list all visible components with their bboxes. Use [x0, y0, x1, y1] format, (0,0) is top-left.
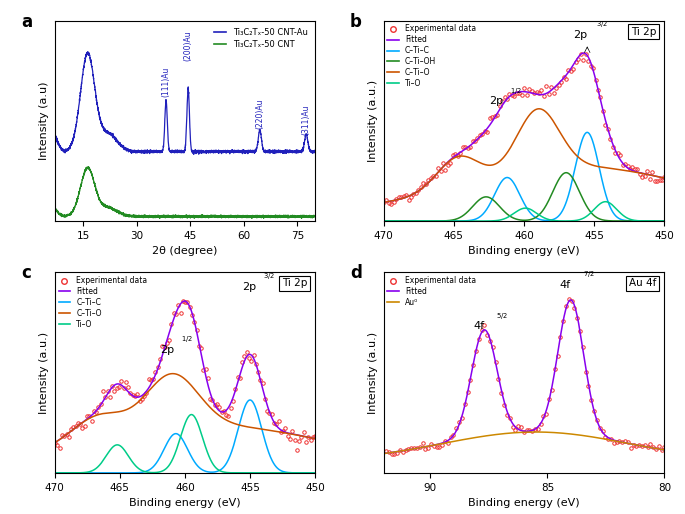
Text: $_{7/2}$: $_{7/2}$	[582, 269, 595, 280]
X-axis label: Binding energy (eV): Binding energy (eV)	[129, 498, 240, 508]
Text: $_{1/2}$: $_{1/2}$	[181, 334, 193, 345]
Text: 2p: 2p	[242, 282, 257, 291]
Legend: Experimental data, Fitted, C–Ti–C, C–Ti–O, Ti–O: Experimental data, Fitted, C–Ti–C, C–Ti–…	[59, 276, 147, 329]
Text: (311)Au: (311)Au	[301, 104, 311, 135]
Text: b: b	[350, 12, 362, 30]
Text: (220)Au: (220)Au	[256, 98, 264, 128]
Text: Au 4f: Au 4f	[629, 279, 656, 288]
Text: $_{3/2}$: $_{3/2}$	[263, 271, 275, 282]
X-axis label: 2θ (degree): 2θ (degree)	[152, 246, 218, 256]
X-axis label: Binding energy (eV): Binding energy (eV)	[469, 498, 580, 508]
Y-axis label: Intensity (a.u.): Intensity (a.u.)	[39, 332, 49, 414]
Text: 4f: 4f	[473, 321, 484, 332]
Text: a: a	[21, 12, 32, 30]
Text: (200)Au: (200)Au	[184, 31, 192, 61]
Text: Ti 2p: Ti 2p	[631, 27, 656, 36]
Y-axis label: Intensity (a.u.): Intensity (a.u.)	[368, 80, 378, 162]
Text: d: d	[350, 264, 362, 282]
Text: 2p: 2p	[160, 344, 175, 355]
Text: Ti 2p: Ti 2p	[282, 279, 308, 288]
Text: $_{5/2}$: $_{5/2}$	[496, 310, 508, 322]
Legend: Experimental data, Fitted, Au⁰: Experimental data, Fitted, Au⁰	[388, 276, 476, 307]
Text: 2p: 2p	[573, 30, 587, 40]
Legend: Ti₃C₂Tₓ-50 CNT-Au, Ti₃C₂Tₓ-50 CNT: Ti₃C₂Tₓ-50 CNT-Au, Ti₃C₂Tₓ-50 CNT	[210, 25, 311, 52]
Legend: Experimental data, Fitted, C–Ti–C, C–Ti–OH, C–Ti–O, Ti–O: Experimental data, Fitted, C–Ti–C, C–Ti–…	[388, 24, 476, 88]
Text: $_{1/2}$: $_{1/2}$	[510, 86, 522, 97]
Text: 4f: 4f	[560, 280, 571, 290]
Text: 2p: 2p	[489, 97, 503, 106]
Y-axis label: Intensity (a.u.): Intensity (a.u.)	[368, 332, 378, 414]
Text: c: c	[21, 264, 31, 282]
Text: (111)Au: (111)Au	[162, 67, 171, 97]
Text: $_{3/2}$: $_{3/2}$	[596, 19, 608, 30]
Y-axis label: Intensity (a.u): Intensity (a.u)	[39, 82, 49, 160]
X-axis label: Binding energy (eV): Binding energy (eV)	[469, 246, 580, 256]
